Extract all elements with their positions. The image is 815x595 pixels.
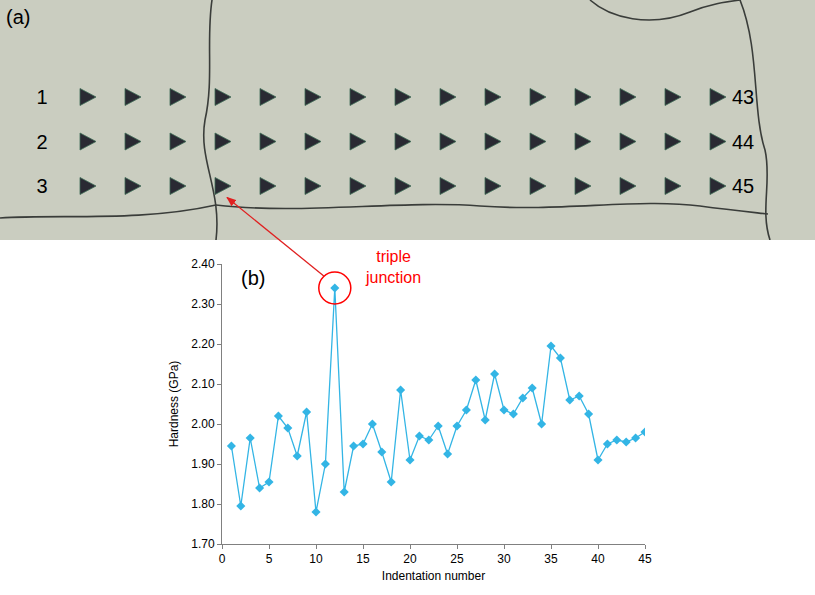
svg-text:1: 1 — [36, 86, 47, 108]
svg-text:2: 2 — [36, 131, 47, 153]
svg-text:10: 10 — [309, 552, 323, 566]
svg-text:15: 15 — [356, 552, 370, 566]
svg-text:45: 45 — [732, 175, 754, 197]
svg-text:44: 44 — [732, 131, 754, 153]
svg-text:Indentation number: Indentation number — [382, 569, 485, 583]
svg-text:1.90: 1.90 — [191, 457, 215, 471]
svg-text:(b): (b) — [241, 267, 265, 289]
svg-text:3: 3 — [36, 175, 47, 197]
svg-text:43: 43 — [732, 86, 754, 108]
svg-text:2.10: 2.10 — [191, 377, 215, 391]
svg-text:35: 35 — [544, 552, 558, 566]
svg-text:5: 5 — [266, 552, 273, 566]
svg-text:Hardness (GPa): Hardness (GPa) — [167, 361, 181, 448]
svg-text:0: 0 — [219, 552, 226, 566]
svg-text:triplejunction: triplejunction — [365, 248, 421, 286]
svg-text:45: 45 — [638, 552, 652, 566]
svg-text:2.40: 2.40 — [191, 257, 215, 271]
svg-text:(a): (a) — [6, 6, 30, 28]
svg-text:25: 25 — [450, 552, 464, 566]
svg-text:2.00: 2.00 — [191, 417, 215, 431]
svg-text:2.20: 2.20 — [191, 337, 215, 351]
svg-text:2.30: 2.30 — [191, 297, 215, 311]
svg-text:1.80: 1.80 — [191, 497, 215, 511]
svg-text:40: 40 — [591, 552, 605, 566]
svg-text:1.70: 1.70 — [191, 537, 215, 551]
svg-text:20: 20 — [403, 552, 417, 566]
svg-text:30: 30 — [497, 552, 511, 566]
